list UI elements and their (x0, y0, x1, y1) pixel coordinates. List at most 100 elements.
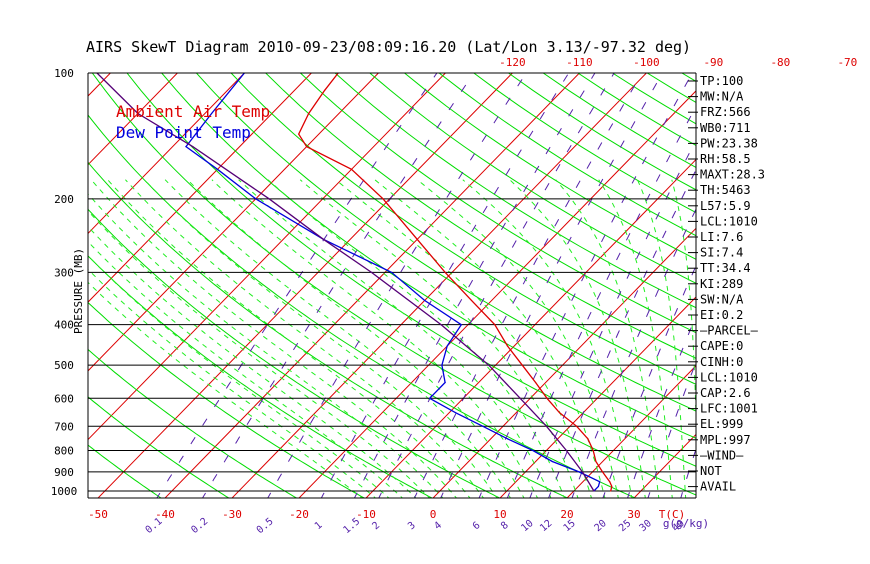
stats-line: LCL:1010 (700, 214, 758, 228)
profile-point (417, 239, 418, 240)
profile-point (306, 146, 307, 147)
stats-line: CAPE:0 (700, 339, 743, 353)
pressure-tick-label: 300 (54, 266, 74, 279)
pressure-tick-label: 200 (54, 193, 74, 206)
bottom-temp-tick-label: -10 (356, 508, 376, 521)
stats-line: RH:58.5 (700, 152, 751, 166)
profile-point (445, 272, 446, 273)
profile-point (391, 272, 392, 273)
stats-line: LCL:1010 (700, 370, 758, 384)
profile-point (371, 272, 372, 273)
mixing-ratio-label: 8 (499, 520, 511, 532)
top-temp-tick-label: -80 (770, 56, 790, 69)
mixing-ratio-label: 12 (538, 518, 554, 534)
stats-line: SI:7.4 (700, 246, 743, 260)
isotherm-line (230, 73, 646, 500)
pressure-tick-label: 100 (54, 67, 74, 80)
isotherm-line (431, 73, 847, 500)
dry-adiabat-line (335, 73, 870, 500)
profile-point (192, 146, 193, 147)
mixing-ratio-label: 10 (519, 518, 535, 534)
legend-entry: Ambient Air Temp (116, 102, 270, 121)
stats-line: TT:34.4 (700, 261, 751, 275)
stats-line: WB0:711 (700, 121, 751, 135)
profile-point (217, 169, 218, 170)
bottom-temp-tick-label: -50 (88, 508, 108, 521)
stats-line: MPL:997 (700, 433, 751, 447)
stats-line: CAP:2.6 (700, 386, 751, 400)
profile-point (351, 169, 352, 170)
moist-adiabat-line (599, 180, 673, 500)
mixing-ratio-label: 4 (432, 520, 444, 532)
moist-adiabat-line (22, 180, 391, 500)
stats-line: PW:23.38 (700, 136, 758, 150)
top-temp-tick-label: -70 (837, 56, 857, 69)
profile-point (447, 345, 448, 346)
profile-point (610, 490, 611, 491)
stats-line: EI:0.2 (700, 308, 743, 322)
stats-line: TH:5463 (700, 183, 751, 197)
stats-line: AVAIL (700, 480, 736, 494)
profile-point (488, 365, 489, 366)
y-axis-label: PRESSURE (MB) (72, 248, 85, 334)
pressure-tick-label: 500 (54, 359, 74, 372)
stats-line: MW:N/A (700, 90, 744, 104)
profile-point (255, 198, 256, 199)
profile-point (582, 471, 583, 472)
profile-point (559, 412, 560, 413)
stats-line: LFC:1001 (700, 402, 758, 416)
profile-point (546, 398, 547, 399)
profile-point (578, 471, 579, 472)
mixing-ratio-label: 3 (406, 520, 418, 532)
mixing-ratio-label: 0.2 (189, 516, 210, 536)
chart-title: AIRS SkewT Diagram 2010-09-23/08:09:16.2… (86, 38, 691, 56)
profile-point (482, 426, 483, 427)
profile-point (576, 426, 577, 427)
stats-line: CINH:0 (700, 355, 743, 369)
profile-point (599, 481, 600, 482)
moist-adiabat-line (76, 180, 445, 500)
stats-line: —PARCEL— (700, 324, 759, 338)
mixing-ratio-line (267, 73, 526, 500)
profile-point (602, 471, 603, 472)
moist-adiabat-line (48, 180, 418, 500)
profile-point (593, 490, 594, 491)
profile-point (455, 412, 456, 413)
profile-point (532, 450, 533, 451)
profile-point (598, 486, 599, 487)
stats-line: EL:999 (700, 417, 743, 431)
profile-point (593, 450, 594, 451)
isotherm-line (0, 73, 43, 500)
profile-point (611, 486, 612, 487)
profile-point (535, 382, 536, 383)
profile-point (324, 90, 325, 91)
mixing-ratio-label: 6 (471, 520, 483, 532)
profile-point (424, 300, 425, 301)
profile-point (185, 146, 186, 147)
profile-point (268, 198, 269, 199)
mixing-ratio-unit-label: g(g/kg) (663, 517, 709, 530)
bottom-temp-tick-label: -20 (289, 508, 309, 521)
profile-point (546, 426, 547, 427)
pressure-tick-label: 1000 (51, 485, 78, 498)
profile-point (587, 438, 588, 439)
dry-adiabat-line (405, 73, 870, 500)
pressure-tick-label: 900 (54, 466, 74, 479)
mixing-ratio-label: 0.5 (255, 516, 276, 536)
stats-line: L57:5.9 (700, 199, 751, 213)
stats-line: FRZ:566 (700, 105, 751, 119)
stats-line: TP:100 (700, 74, 743, 88)
top-temp-tick-label: -100 (633, 56, 660, 69)
top-temp-tick-label: -120 (499, 56, 526, 69)
stats-line: SW:N/A (700, 292, 744, 306)
profile-point (471, 300, 472, 301)
legend-entry: Dew Point Temp (116, 123, 251, 142)
isotherm-line (833, 73, 870, 500)
mixing-ratio-line (507, 73, 715, 500)
profile-point (552, 461, 553, 462)
bottom-temp-tick-label: 10 (493, 508, 506, 521)
isotherm-line (0, 73, 110, 500)
